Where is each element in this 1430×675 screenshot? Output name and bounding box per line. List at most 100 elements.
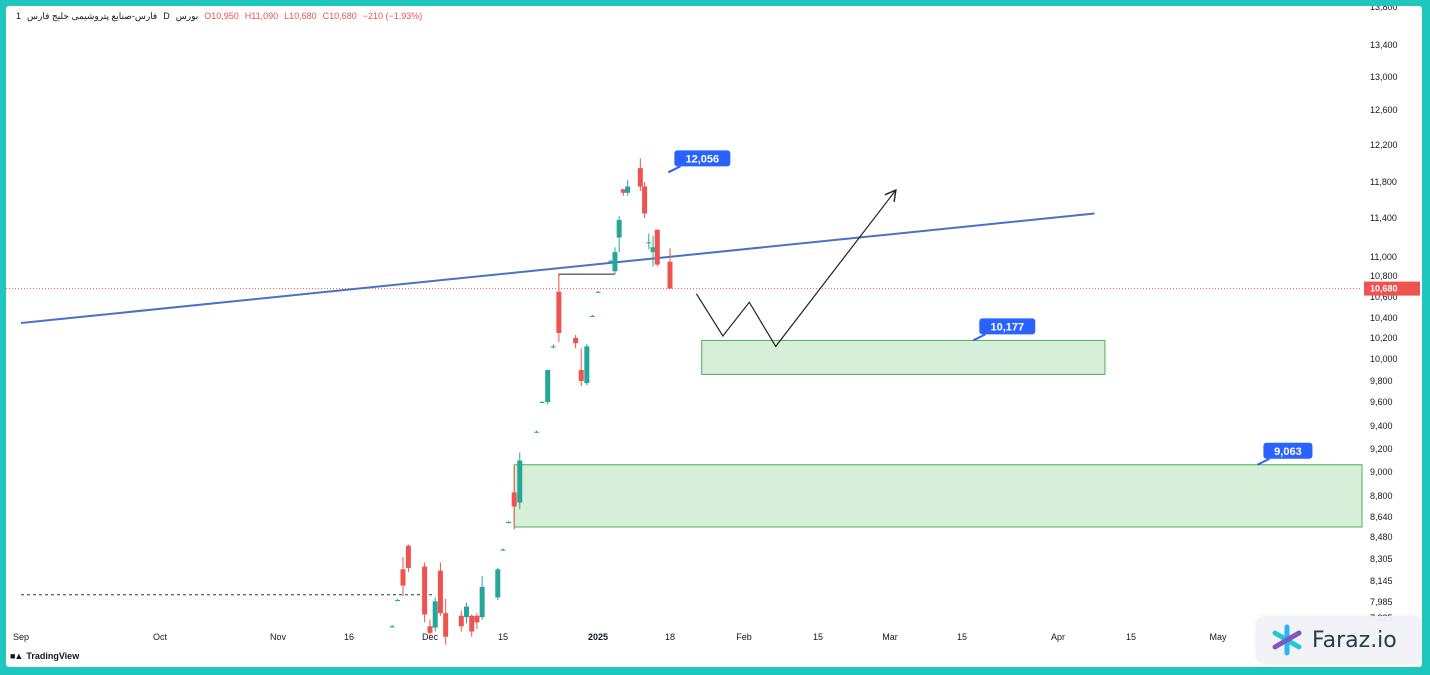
x-tick-label: 15 <box>957 632 967 642</box>
y-tick-label: 8,800 <box>1370 491 1393 501</box>
y-tick-label: 12,200 <box>1370 140 1398 150</box>
peak-label-pointer <box>667 165 681 174</box>
candle-body-33 <box>620 189 626 193</box>
candle-body-39 <box>654 229 660 265</box>
candle-body-27 <box>584 346 590 384</box>
chart-frame: 12,056 10,177 9,063 13,800 13,400 13,000 12,60… <box>6 6 1422 667</box>
y-tick-label: 10,600 <box>1370 292 1398 302</box>
candle-body-14 <box>479 586 485 618</box>
candle-body-29 <box>595 291 601 293</box>
legend-open: O10,950 <box>204 11 239 21</box>
y-tick-label: 9,000 <box>1370 467 1393 477</box>
y-tick-label: 8,480 <box>1370 532 1393 542</box>
candle-body-34 <box>625 186 631 193</box>
y-tick-label: 11,400 <box>1370 213 1397 223</box>
zone1-label-pointer <box>972 333 986 342</box>
candle-body-23 <box>550 346 556 348</box>
x-tick-label: 15 <box>498 632 508 642</box>
faraz-logo-icon <box>1272 624 1302 656</box>
y-tick-partial-top: 13,800 <box>1370 6 1398 12</box>
candle-body-13 <box>474 615 480 623</box>
x-tick-label: Nov <box>270 632 287 642</box>
candle-body-17 <box>506 522 512 523</box>
y-tick-label: 9,800 <box>1370 376 1393 386</box>
forecast-path <box>695 191 895 348</box>
candle-body-6 <box>427 626 433 633</box>
last-price-badge <box>1364 281 1420 296</box>
candle-body-20 <box>534 431 540 433</box>
x-tick-label: Dec <box>422 632 439 642</box>
candle-body-31 <box>612 252 618 272</box>
candle-body-19 <box>517 460 523 503</box>
y-tick-label: 12,600 <box>1370 105 1398 115</box>
candle-body-15 <box>495 569 501 598</box>
y-tick-label: 10,400 <box>1370 313 1398 323</box>
x-tick-label: May <box>1209 632 1227 642</box>
legend-close: C10,680 <box>322 11 357 21</box>
y-tick-label: 8,640 <box>1370 512 1393 522</box>
trendline <box>20 212 1095 324</box>
y-tick-label: 13,400 <box>1370 40 1398 50</box>
y-tick-label: 11,000 <box>1370 252 1397 262</box>
chart-legend: 1 فارس-صنایع پتروشیمی خلیج فارس D بورس O… <box>16 11 422 22</box>
zone1-label-box <box>979 318 1036 335</box>
x-tick-label: 2025 <box>588 632 608 642</box>
y-tick-label: 9,600 <box>1370 397 1393 407</box>
faraz-watermark: Faraz.io <box>1256 616 1422 664</box>
x-tick-label: 18 <box>665 632 675 642</box>
tradingview-logo[interactable]: ■▲ TradingView <box>10 651 79 661</box>
candle-body-8 <box>437 570 443 614</box>
legend-low: L10,680 <box>284 11 317 21</box>
x-tick-label: 15 <box>813 632 823 642</box>
candle-body-9 <box>443 613 449 637</box>
candle-body-28 <box>589 315 595 317</box>
candle-body-11 <box>464 606 469 618</box>
zone2-label-box <box>1263 442 1313 459</box>
y-tick-label: 10,000 <box>1370 354 1398 364</box>
candle-body-2 <box>395 600 401 602</box>
x-tick-label: Oct <box>153 632 168 642</box>
legend-symbol[interactable]: فارس-صنایع پتروشیمی خلیج فارس <box>27 11 158 21</box>
y-tick-label: 11,800 <box>1370 177 1397 187</box>
legend-timeframe: D <box>163 11 170 21</box>
y-tick-label: 8,145 <box>1370 576 1393 586</box>
candle-body-12 <box>469 615 475 632</box>
peak-label-box <box>674 150 731 167</box>
candle-body-32 <box>616 219 622 238</box>
y-tick-label: 9,400 <box>1370 421 1393 431</box>
candle-body-36 <box>642 186 648 214</box>
zone2-label-pointer <box>1256 457 1270 466</box>
candle-body-38 <box>650 247 656 253</box>
tradingview-icon: ■▲ <box>10 651 23 661</box>
legend-exchange: بورس <box>175 11 199 21</box>
step-line <box>558 273 615 278</box>
candle-body-16 <box>500 549 506 551</box>
legend-change: −210 (−1.93%) <box>362 11 423 21</box>
zone1-label-text: 10,177 <box>990 321 1024 333</box>
x-tick-label: Apr <box>1051 632 1065 642</box>
candle-body-1 <box>389 626 395 628</box>
candle-body-5 <box>422 566 428 615</box>
candle-body-10 <box>458 615 464 627</box>
watermark-text: Faraz.io <box>1312 627 1397 653</box>
candle-body-37 <box>646 242 652 244</box>
candle-body-7 <box>432 601 438 628</box>
candle-body-40 <box>667 261 673 289</box>
price-chart[interactable]: 12,056 10,177 9,063 13,800 13,400 13,000 12,60… <box>6 6 1422 667</box>
x-tick-label: 15 <box>1126 632 1136 642</box>
zone2-label-text: 9,063 <box>1274 446 1302 458</box>
y-tick-label: 10,800 <box>1370 271 1398 281</box>
candle-body-18 <box>511 492 517 507</box>
candle-body-22 <box>545 370 551 402</box>
candle-body-3 <box>400 569 406 586</box>
candle-body-4 <box>405 545 411 568</box>
y-tick-label: 13,000 <box>1370 72 1398 82</box>
x-tick-label: Feb <box>736 632 752 642</box>
support-zone-2 <box>513 464 1363 528</box>
y-tick-label: 8,305 <box>1370 554 1393 564</box>
y-tick-label: 10,200 <box>1370 333 1398 343</box>
legend-high: H11,090 <box>244 11 279 21</box>
candle-body-24 <box>556 291 562 333</box>
candle-body-30 <box>608 260 614 262</box>
x-tick-label: Sep <box>13 632 29 642</box>
